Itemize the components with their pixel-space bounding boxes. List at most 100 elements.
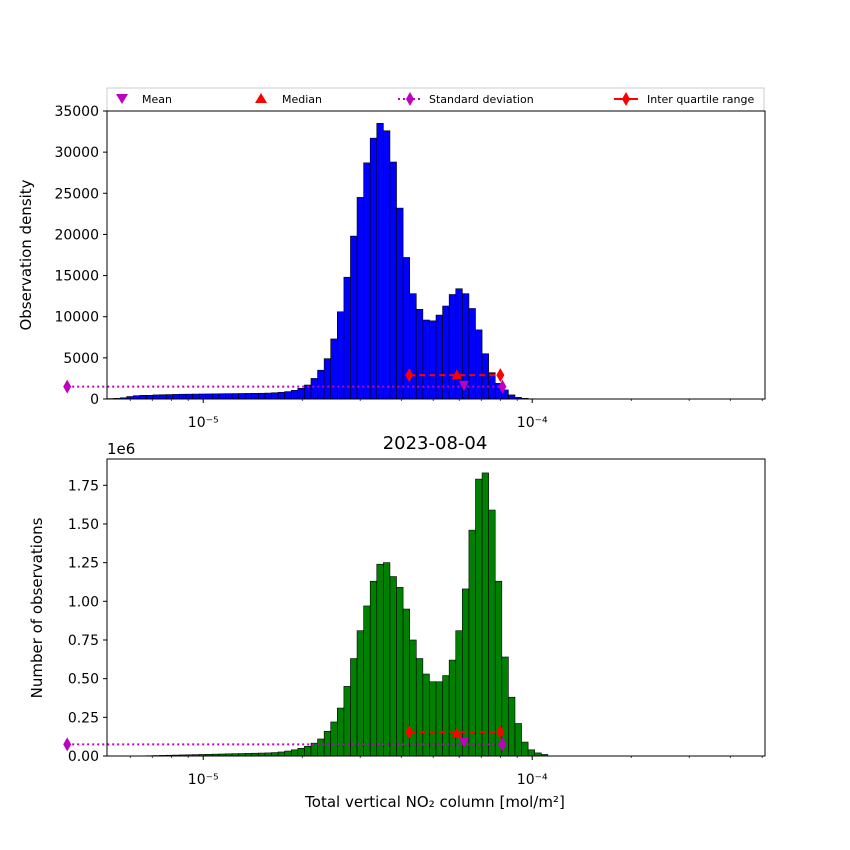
top-x-axis-ticks: 10⁻⁵ 10⁻⁴	[129, 399, 763, 431]
bottom-histogram-bar	[317, 738, 325, 757]
bottom-histogram-bar	[475, 478, 483, 757]
top-histogram-bar	[244, 393, 253, 400]
bottom-histogram-bar	[514, 723, 522, 757]
bottom-y-offset-label: 1e6	[107, 440, 135, 458]
top-histogram-bar	[475, 329, 483, 400]
bottom-histogram-bar	[277, 751, 285, 757]
bottom-x-tick-label: 10⁻⁴	[517, 772, 548, 788]
top-histogram-bar	[409, 293, 417, 400]
bottom-histogram-bars	[146, 472, 549, 757]
bottom-histogram-bar	[383, 562, 391, 757]
top-histogram-bar	[165, 394, 174, 400]
top-histogram-bar	[277, 391, 285, 400]
legend-iqr-label: Inter quartile range	[647, 93, 754, 106]
median-marker-icon	[255, 93, 267, 103]
top-histogram-bar	[198, 393, 207, 400]
top-histogram-bar	[468, 308, 476, 400]
top-histogram-bar	[271, 392, 279, 400]
top-histogram-bar	[264, 392, 272, 400]
legend-median-label: Median	[282, 93, 322, 106]
top-y-axis-ticks: 0 5000 10000 15000 20000 25000 30000 35000	[54, 104, 107, 408]
top-histogram-bar	[442, 305, 450, 400]
bottom-y-axis-label: Number of observations	[28, 517, 46, 698]
bottom-x-axis-ticks: 10⁻⁵ 10⁻⁴	[129, 756, 763, 788]
top-histogram-bar	[185, 393, 193, 400]
bottom-x-tick-label: 10⁻⁵	[188, 772, 219, 788]
top-histogram-bar	[159, 394, 167, 400]
bottom-y-tick-label: 1.25	[68, 556, 99, 572]
std-marker-icon	[398, 92, 422, 106]
bottom-histogram-bar	[396, 587, 404, 757]
top-histogram-bar	[152, 394, 160, 400]
bottom-y-tick-label: 0.50	[68, 672, 99, 688]
top-y-tick-label: 20000	[54, 227, 99, 243]
bottom-histogram-bar	[297, 747, 305, 757]
bottom-histogram-bar	[350, 658, 358, 757]
top-y-tick-label: 30000	[54, 145, 99, 161]
top-histogram-bar	[310, 378, 318, 400]
top-histogram-bar	[330, 338, 338, 400]
bottom-y-axis-ticks: 0.00 0.25 0.50 0.75 1.00 1.25 1.50 1.75	[68, 478, 107, 765]
bottom-std-upper-marker	[498, 737, 507, 752]
top-histogram-bar	[317, 369, 325, 400]
top-histogram-bar	[139, 394, 147, 400]
top-y-axis-label: Observation density	[17, 179, 35, 330]
top-histogram-bar	[284, 391, 292, 400]
legend-std-label: Standard deviation	[429, 93, 534, 106]
top-histogram-bar	[211, 393, 220, 400]
top-histogram-bar	[238, 393, 246, 400]
top-histogram-bar	[231, 393, 239, 400]
top-histogram-bar	[389, 161, 397, 400]
top-std-upper-marker	[498, 379, 507, 394]
bottom-histogram-bar	[343, 686, 351, 757]
top-histogram-bar	[343, 276, 351, 400]
top-histogram-bar	[435, 314, 443, 400]
top-histogram-bar	[508, 394, 516, 400]
top-histogram-bar	[481, 353, 489, 400]
bottom-y-tick-label: 1.75	[68, 478, 99, 494]
top-histogram-bar	[383, 130, 391, 400]
top-statistics-markers	[63, 368, 507, 394]
legend-mean-label: Mean	[142, 93, 172, 106]
top-histogram-bar	[172, 394, 180, 400]
bottom-histogram-bar	[337, 707, 345, 757]
top-x-tick-label: 10⁻⁵	[188, 415, 219, 431]
bottom-y-tick-label: 1.00	[68, 594, 99, 610]
bottom-histogram-bar	[481, 472, 489, 757]
bottom-iqr-lower-marker	[405, 725, 414, 740]
bottom-histogram-bar	[369, 580, 378, 757]
top-y-tick-label: 25000	[54, 186, 99, 202]
bottom-histogram-bar	[330, 721, 338, 757]
bottom-std-lower-marker	[63, 737, 72, 752]
bottom-histogram-bar	[356, 630, 364, 757]
bottom-mean-marker	[458, 737, 469, 748]
top-histogram-bar	[415, 309, 424, 400]
iqr-marker-icon	[614, 92, 638, 106]
bottom-median-marker	[451, 727, 462, 738]
top-histogram-bar	[448, 294, 457, 400]
top-panel: 0 5000 10000 15000 20000 25000 30000 35000 10⁻⁵…	[17, 104, 766, 431]
top-histogram-bar	[350, 235, 358, 400]
top-histogram-bar	[488, 372, 496, 400]
bottom-y-tick-label: 0.25	[68, 710, 99, 726]
bottom-histogram-bar	[435, 681, 443, 757]
top-histogram-bars	[106, 123, 542, 400]
top-x-tick-label: 10⁻⁴	[517, 415, 548, 431]
top-histogram-bar	[290, 390, 299, 400]
bottom-histogram-bar	[527, 749, 536, 757]
top-histogram-bar	[258, 392, 266, 400]
bottom-histogram-bar	[271, 752, 279, 757]
top-histogram-bar	[192, 393, 200, 400]
top-histogram-bar	[396, 207, 404, 400]
bottom-histogram-bar	[415, 658, 424, 757]
top-y-tick-label: 15000	[54, 269, 99, 285]
bottom-chart-title: 2023-08-04	[383, 433, 488, 454]
top-iqr-upper-marker	[496, 368, 505, 383]
bottom-histogram-bar	[284, 750, 292, 757]
bottom-histogram-bar	[363, 605, 371, 757]
bottom-histogram-bar	[462, 588, 470, 757]
bottom-panel: 2023-08-04 1e6 0.00 0.25 0.50 0.75 1.00 1.25 1…	[28, 433, 766, 811]
top-histogram-bar	[356, 197, 364, 400]
bottom-histogram-bar	[508, 696, 516, 757]
